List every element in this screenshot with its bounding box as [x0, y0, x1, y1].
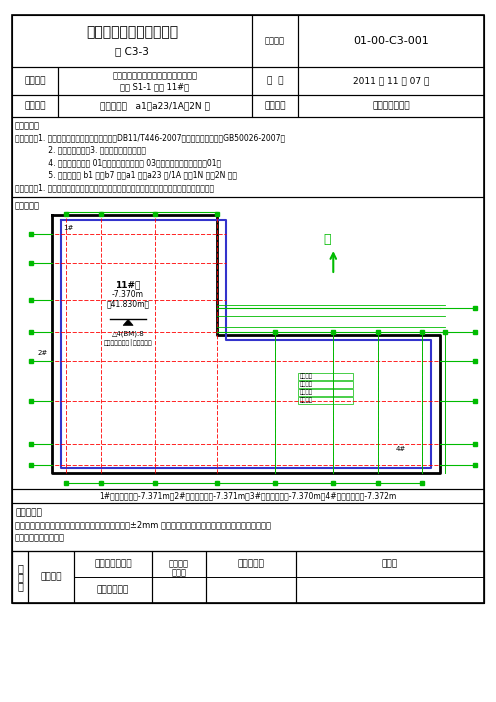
Bar [152, 551, 206, 603]
Text: 放线部位: 放线部位 [24, 102, 46, 110]
Bar [252, 95, 298, 117]
Bar [12, 15, 484, 603]
Polygon shape [123, 319, 133, 326]
Text: 负责人: 负责人 [172, 569, 186, 577]
Text: 设计标高: 设计标高 [300, 390, 312, 395]
Text: 4. 总平面图一建通 01；首层平面图一建通 03、基础底板平面图结施一01。: 4. 总平面图一建通 01；首层平面图一建通 03、基础底板平面图结施一01。 [15, 158, 221, 167]
Text: 检查意见：: 检查意见： [15, 508, 42, 517]
Bar [12, 503, 484, 551]
Text: 表 C3-3: 表 C3-3 [115, 46, 149, 56]
Text: △4(BM).8: △4(BM).8 [112, 331, 144, 337]
Bar [12, 489, 484, 503]
Text: 测量地点: 测量地点 [300, 373, 312, 379]
Text: 4#: 4# [396, 446, 406, 452]
Text: 2011 年 11 月 07 日: 2011 年 11 月 07 日 [353, 77, 429, 86]
Text: 2. 查遗测量成果；3. 施工测量方案、交底。: 2. 查遗测量成果；3. 施工测量方案、交底。 [15, 145, 146, 154]
Text: 北京市第三建筑: 北京市第三建筑 [94, 559, 132, 569]
Bar [298, 397, 353, 404]
Bar [12, 197, 484, 489]
Text: 绝对标高实测值│设计标高值: 绝对标高实测值│设计标高值 [104, 338, 152, 345]
Text: 工程有限公司: 工程有限公司 [97, 585, 129, 595]
Bar [298, 67, 484, 95]
Bar [298, 373, 353, 380]
Bar [252, 67, 298, 95]
Text: 防水保护墙边线: 防水保护墙边线 [372, 102, 410, 110]
Text: 日  期: 日 期 [267, 77, 283, 86]
Bar [206, 551, 296, 603]
Text: 一、依据：1. 《北京市建筑施工测量技术规程》DB11/T446-2007，《工程测量规范》GB50026-2007；: 一、依据：1. 《北京市建筑施工测量技术规程》DB11/T446-2007，《工… [15, 133, 285, 142]
Text: 工程名称: 工程名称 [24, 77, 46, 86]
Bar [12, 551, 28, 603]
Text: 资料编号: 资料编号 [265, 37, 285, 46]
Text: 11#楼: 11#楼 [116, 280, 141, 289]
Text: 楼层平面及标高实测记录: 楼层平面及标高实测记录 [86, 25, 178, 39]
Text: 海淀区苏家坨镇前沙涧北区定向安置房: 海淀区苏家坨镇前沙涧北区定向安置房 [113, 72, 197, 81]
Text: 栏: 栏 [17, 581, 23, 591]
Text: 2#: 2# [37, 350, 47, 357]
Text: 5. 定位控制桩 b1 轴、b7 轴、a1 轴、a23 轴/1A 轴、1N 轴、2N 轴。: 5. 定位控制桩 b1 轴、b7 轴、a1 轴、a23 轴/1A 轴、1N 轴、… [15, 171, 237, 180]
Bar [58, 67, 252, 95]
Bar [12, 117, 484, 197]
Bar [12, 551, 484, 603]
Text: 防水保护墙   a1～a23/1A～2N 轴: 防水保护墙 a1～a23/1A～2N 轴 [100, 102, 210, 110]
Text: 1#标高实测点：-7.371m；2#标高实测点：-7.371m；3#标高实测点：-7.370m；4#标高实测点：-7.372m: 1#标高实测点：-7.371m；2#标高实测点：-7.371m；3#标高实测点：… [99, 491, 397, 501]
Bar [252, 15, 298, 67]
Bar [28, 551, 74, 603]
Text: 二、内容：1. 依据以上内容及主控轴线和基础底板平面图，检验防水保护墙边线、距轴线尺寸；: 二、内容：1. 依据以上内容及主控轴线和基础底板平面图，检验防水保护墙边线、距轴… [15, 183, 214, 192]
Bar [298, 15, 484, 67]
Text: 放线简图：: 放线简图： [15, 201, 40, 210]
Text: 01-00-C3-001: 01-00-C3-001 [353, 36, 429, 46]
Text: 字: 字 [17, 572, 23, 582]
Bar [298, 381, 353, 388]
Bar [298, 95, 484, 117]
Text: 实测标高: 实测标高 [300, 382, 312, 388]
Bar [58, 95, 252, 117]
Bar [12, 15, 252, 67]
Bar [74, 551, 152, 603]
Bar [12, 67, 58, 95]
Text: 北: 北 [323, 233, 331, 246]
Bar [296, 551, 484, 603]
Text: 施工单位: 施工单位 [40, 573, 62, 581]
Text: 放线内容: 放线内容 [264, 102, 286, 110]
Text: 允许偏差: 允许偏差 [300, 397, 312, 403]
Text: 1#: 1# [63, 225, 73, 231]
Text: 项目 S1-1 地块 11#楼: 项目 S1-1 地块 11#楼 [121, 83, 189, 91]
Bar [298, 389, 353, 396]
Text: 签: 签 [17, 563, 23, 573]
Text: 收，可进行下步施工。: 收，可进行下步施工。 [15, 533, 65, 542]
Text: 施测人: 施测人 [382, 559, 398, 569]
Text: 经检查，基础底板防水保护墙的线位置准确，误差在±2mm 以内，符合图纸设计及施工测量方案要求，同意验: 经检查，基础底板防水保护墙的线位置准确，误差在±2mm 以内，符合图纸设计及施工… [15, 520, 271, 529]
Text: 专业技术: 专业技术 [169, 559, 189, 569]
Text: 验线依据：: 验线依据： [15, 121, 40, 130]
Text: 专业质检员: 专业质检员 [238, 559, 264, 569]
Text: （41.830m）: （41.830m） [107, 299, 150, 308]
Text: -7.370m: -7.370m [112, 291, 144, 299]
Bar [12, 95, 58, 117]
